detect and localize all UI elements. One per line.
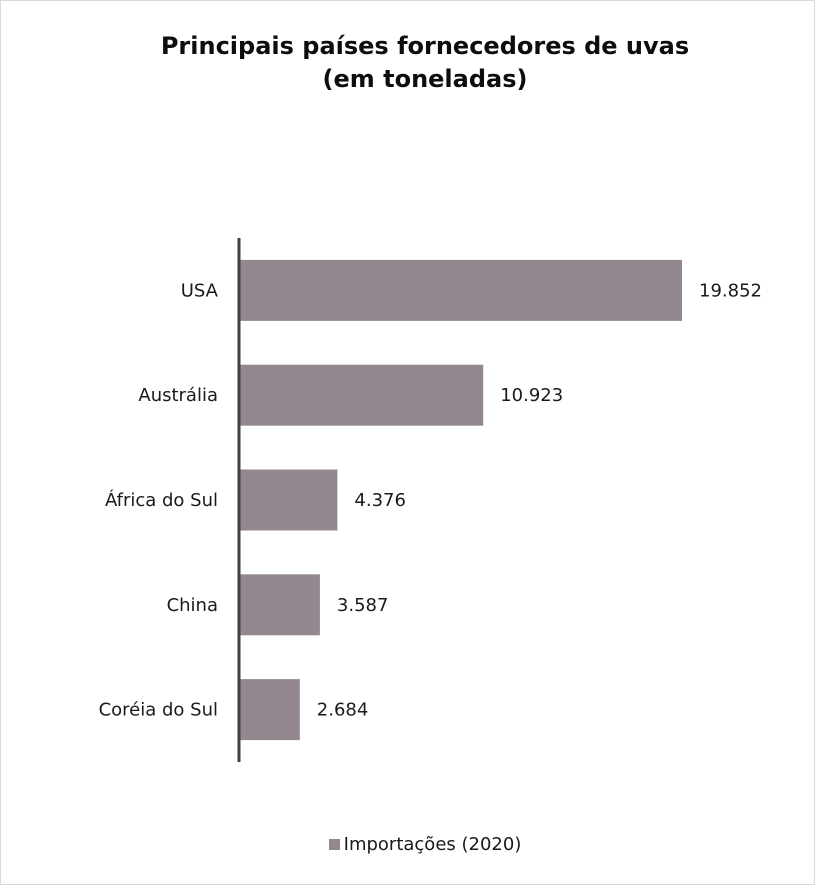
category-label: China (167, 595, 218, 616)
bar (240, 679, 300, 741)
chart-subtitle-line: (em toneladas) (322, 65, 528, 93)
chart-legend: Importações (2020) (0, 834, 818, 855)
legend-swatch (328, 839, 340, 850)
legend-label: Importações (2020) (343, 834, 522, 855)
category-label: USA (181, 280, 219, 301)
category-label: África do Sul (105, 489, 218, 511)
bar (240, 469, 338, 531)
data-label: 2.684 (317, 700, 369, 721)
category-label: Coréia do Sul (99, 700, 218, 721)
data-label: 3.587 (337, 595, 389, 616)
bar (240, 574, 320, 636)
chart-title-line: Principais países fornecedores de uvas (160, 32, 690, 60)
bar (240, 364, 484, 426)
data-label: 10.923 (500, 385, 563, 406)
chart-title: Principais países fornecedores de uvas (… (0, 30, 818, 96)
data-label: 19.852 (699, 280, 762, 301)
bar (240, 259, 682, 321)
category-label: Austrália (138, 385, 218, 406)
data-label: 4.376 (354, 490, 406, 511)
